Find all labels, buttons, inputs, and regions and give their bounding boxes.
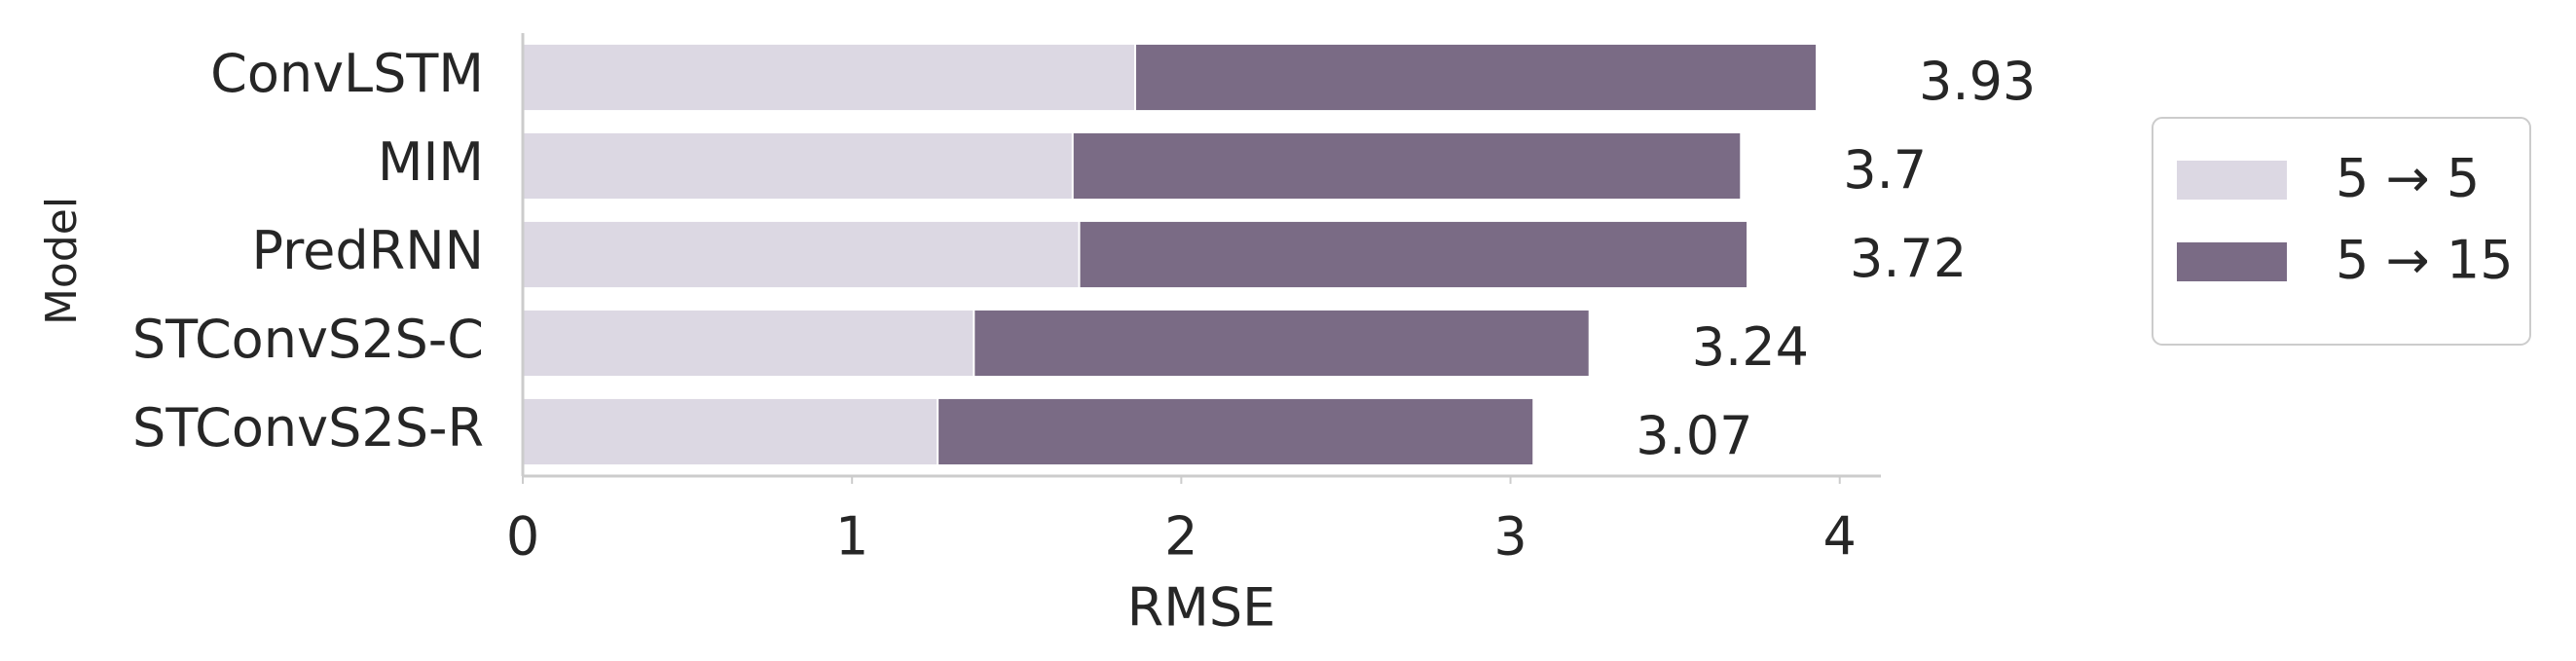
bar: [522, 130, 1074, 202]
x-tick-label: 3: [1493, 506, 1527, 568]
y-tick-label: STConvS2S-R: [132, 397, 484, 459]
y-tick-label: ConvLSTM: [210, 43, 484, 104]
value-label: 3.7: [1843, 139, 1927, 201]
x-tick-label: 4: [1823, 506, 1857, 568]
value-label: 3.07: [1636, 405, 1752, 466]
value-label: 3.72: [1850, 228, 1967, 289]
legend-label: 5 → 15: [2336, 230, 2514, 291]
legend-label: 5 → 5: [2336, 148, 2480, 209]
legend-swatch: [2177, 161, 2287, 200]
bar: [522, 308, 975, 379]
bar: [522, 42, 1137, 113]
x-axis-label: RMSE: [1127, 577, 1276, 639]
y-tick-label: MIM: [378, 131, 484, 193]
x-tick-label: 2: [1164, 506, 1197, 568]
bar: [522, 396, 939, 467]
y-tick-label: STConvS2S-C: [132, 309, 484, 370]
x-tick-label: 0: [506, 506, 539, 568]
y-axis-label: Model: [37, 197, 87, 325]
bar: [522, 219, 1081, 290]
value-label: 3.24: [1692, 316, 1809, 378]
y-tick-label: PredRNN: [252, 220, 484, 281]
legend-swatch: [2177, 242, 2287, 281]
value-label: 3.93: [1919, 51, 2036, 112]
x-tick-label: 1: [835, 506, 868, 568]
